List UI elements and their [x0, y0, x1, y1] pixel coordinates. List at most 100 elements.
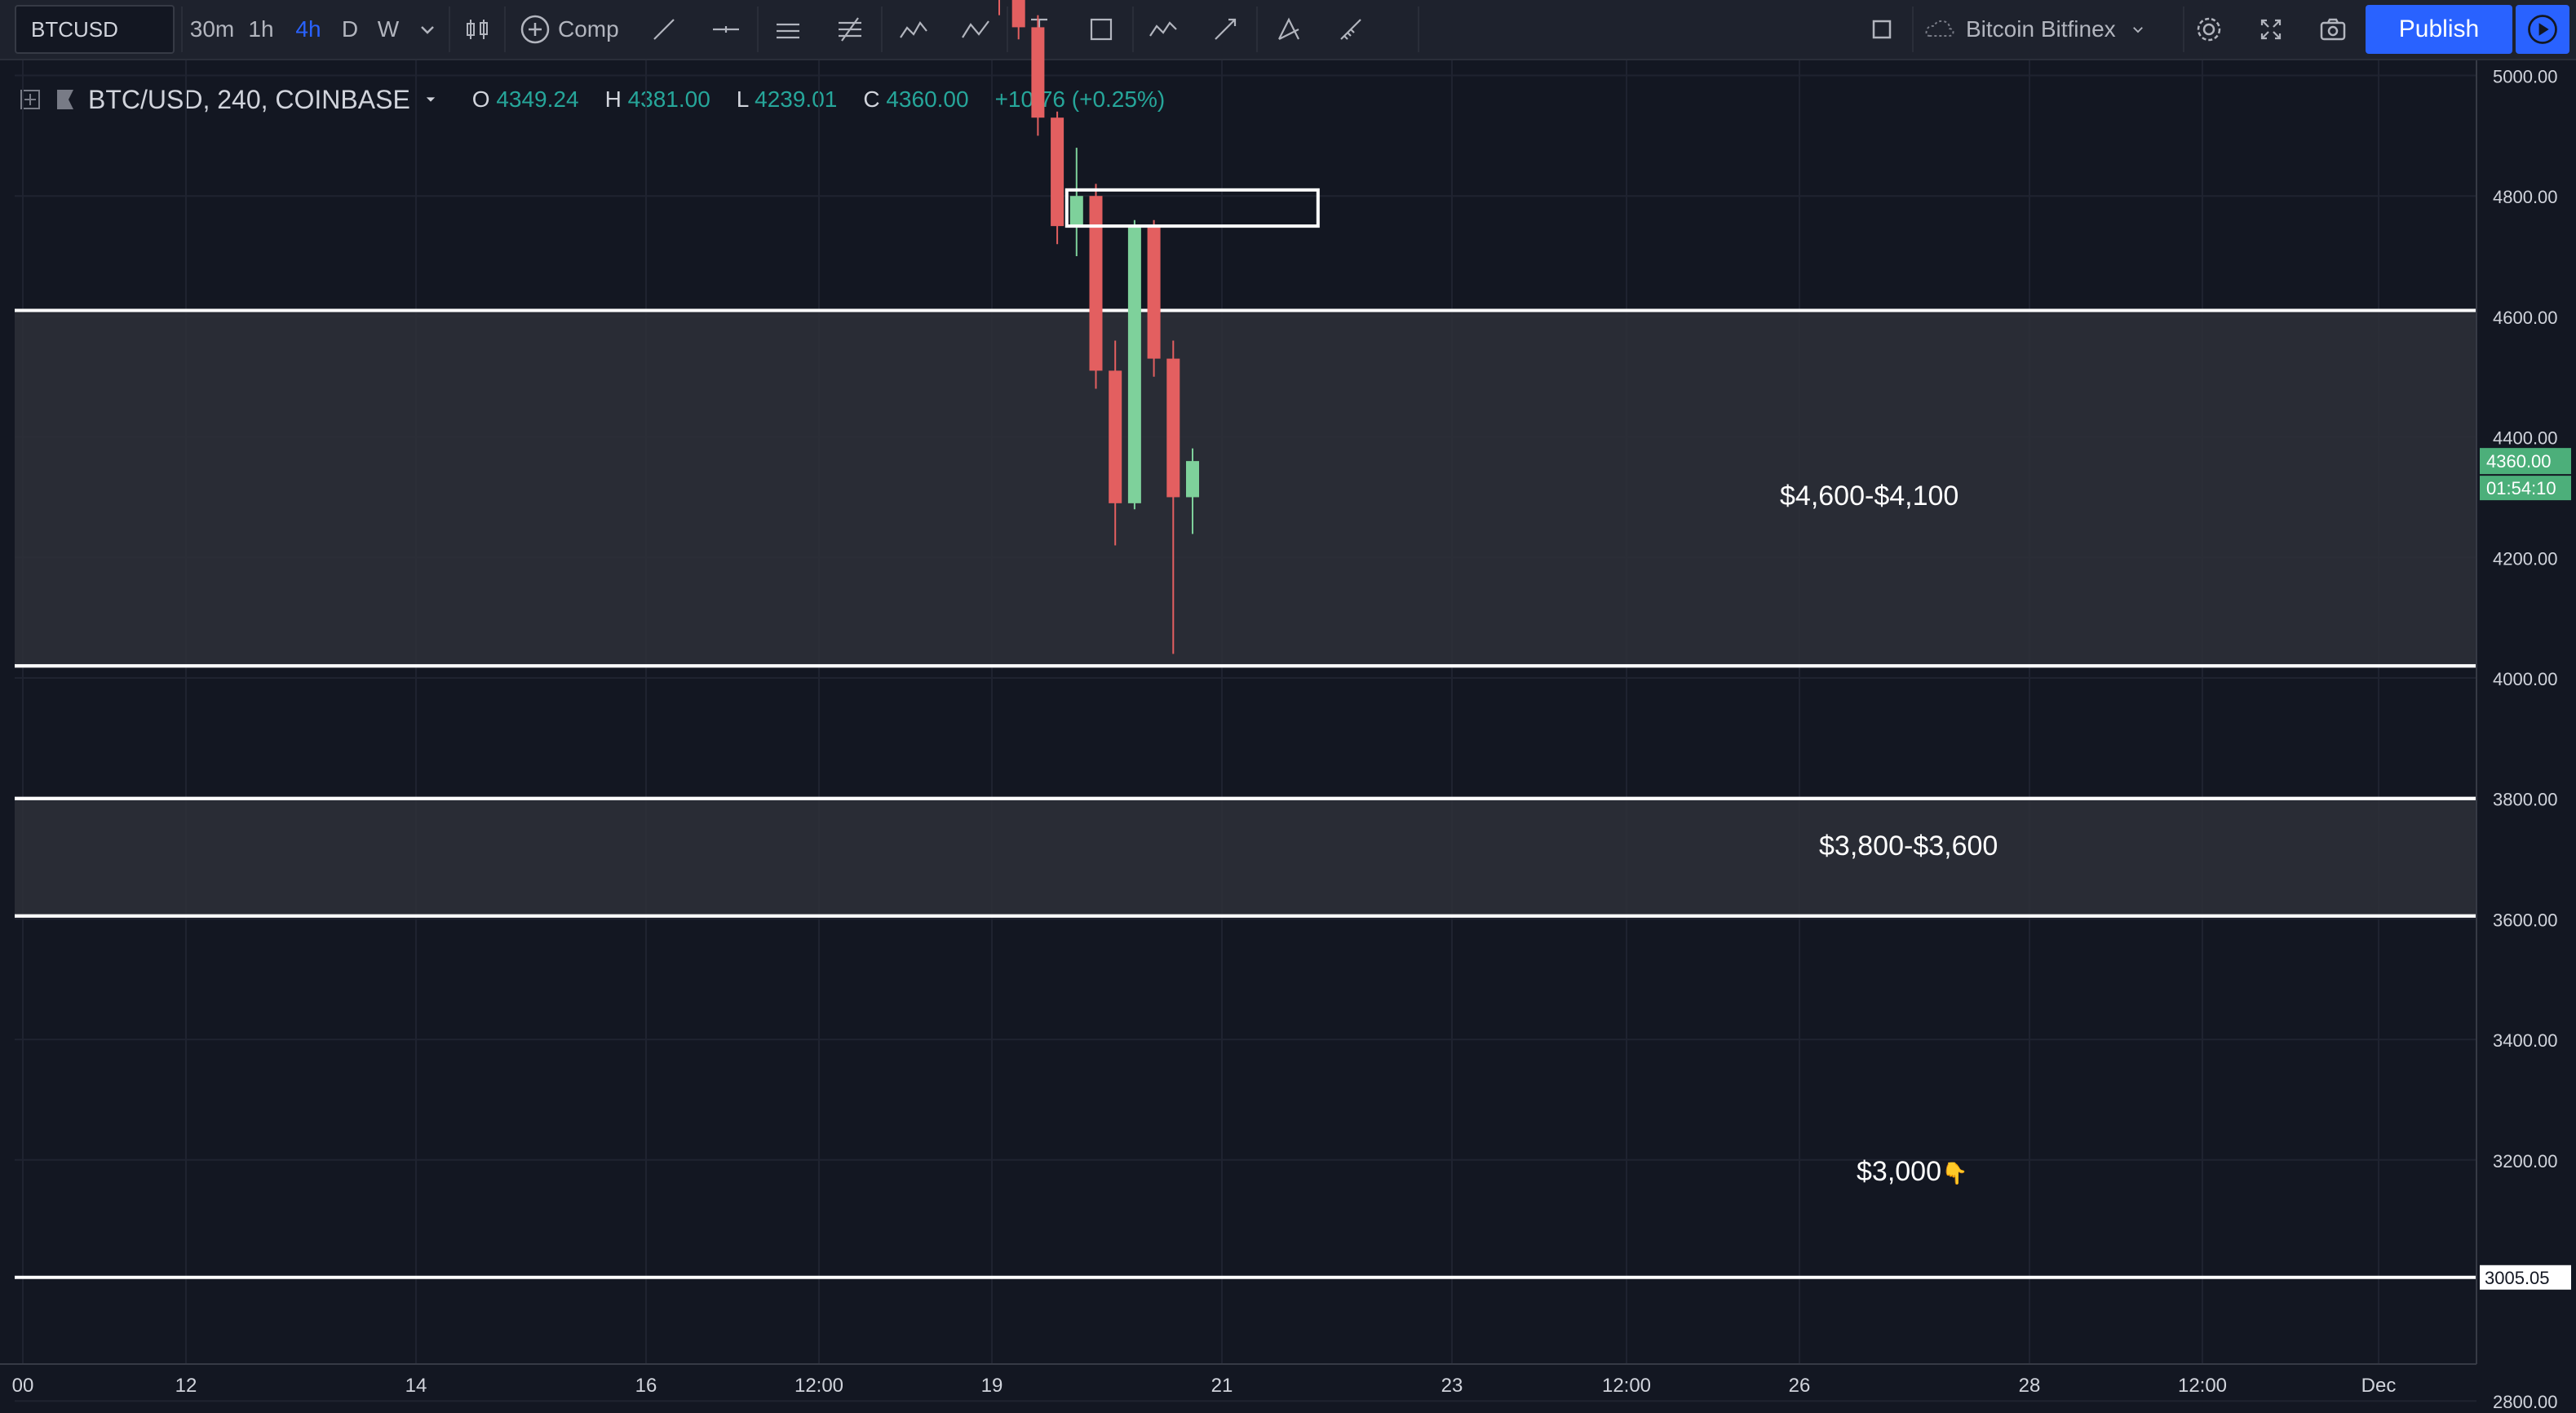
candle	[1069, 148, 1083, 257]
timeframe-d[interactable]: D	[341, 16, 359, 42]
open-label: O	[471, 86, 490, 112]
candle	[998, 0, 1000, 16]
compare-button[interactable]: Comp	[519, 0, 630, 59]
camera-icon[interactable]	[2312, 0, 2354, 59]
toolbar-divider	[1132, 7, 1134, 52]
price-tick-label: 5000.00	[2493, 67, 2558, 87]
time-tick-label: 12:00	[794, 1375, 843, 1397]
candle-body	[1166, 358, 1180, 498]
candle-body	[1127, 226, 1141, 503]
parallel-channel-icon[interactable]	[764, 0, 812, 59]
annotation-label[interactable]: $4,600-$4,100	[1780, 481, 1959, 512]
time-tick-label: 16	[635, 1375, 657, 1397]
top-toolbar: BTCUSD 30m 1h 4h D W Comp Bitcoin Bitfin…	[0, 0, 2576, 60]
candle	[1031, 15, 1045, 136]
toolbar-divider	[504, 7, 506, 52]
toolbar-divider	[1007, 7, 1008, 52]
time-axis: 00 12 14 16 12:00 19 21 23 12:00 26 28 12:00 Dec	[0, 1363, 2476, 1397]
play-icon[interactable]	[2516, 5, 2569, 54]
candle	[1109, 340, 1122, 546]
annotation-text: $4,600-$4,100	[1780, 481, 1959, 512]
candle-style-icon[interactable]	[457, 0, 498, 59]
chevron-down-icon	[2126, 17, 2150, 42]
symbol-search-input[interactable]: BTCUSD	[15, 5, 175, 54]
price-tick-label: 4000.00	[2493, 669, 2558, 689]
exchange-label: Bitcoin Bitfinex	[1966, 16, 2116, 42]
ruler-icon[interactable]	[1326, 0, 1375, 59]
candle	[1186, 448, 1199, 534]
time-tick-label: 21	[1211, 1375, 1233, 1397]
candle	[1089, 184, 1103, 389]
arrow-icon[interactable]	[1201, 0, 1250, 59]
price-tick-label: 4600.00	[2493, 308, 2558, 328]
annotation-label[interactable]: $3,000👇	[1857, 1156, 1967, 1188]
toolbar-divider	[1912, 7, 1914, 52]
chevron-down-icon[interactable]	[420, 89, 441, 110]
annotation-label[interactable]: $3,800-$3,600	[1819, 831, 1998, 862]
toolbar-divider	[881, 7, 883, 52]
candle-body	[1089, 196, 1103, 371]
timeframe-w[interactable]: W	[377, 16, 400, 42]
toolbar-divider	[181, 7, 183, 52]
annotation-text: $3,800-$3,600	[1819, 830, 1998, 862]
price-tick-label: 4800.00	[2493, 187, 2558, 207]
price-tick-label: 3600.00	[2493, 910, 2558, 930]
timeframe-4h[interactable]: 4h	[295, 16, 321, 42]
timeframe-30m[interactable]: 30m	[189, 16, 235, 42]
candle-body	[1011, 0, 1025, 28]
countdown-label: 01:54:10	[2486, 478, 2556, 498]
current-price-tag	[2480, 448, 2571, 475]
low-value: 4239.01	[755, 86, 838, 112]
trend-line-icon[interactable]	[640, 0, 688, 59]
candle-body	[1147, 226, 1161, 359]
flag-icon[interactable]	[57, 90, 73, 109]
rectangle-icon[interactable]	[1077, 0, 1126, 59]
candle-body	[1031, 27, 1045, 118]
toolbar-divider	[1256, 7, 1258, 52]
grid	[15, 60, 2476, 1402]
toolbar-divider	[1418, 7, 1419, 52]
highlight-box	[1064, 188, 1320, 228]
gear-icon[interactable]	[2188, 0, 2230, 59]
high-value: 4381.00	[627, 86, 710, 112]
publish-button[interactable]: Publish	[2366, 5, 2512, 54]
open-value: 4349.24	[496, 86, 579, 112]
line-price-tag-label: 3005.05	[2485, 1268, 2550, 1288]
chevron-down-icon[interactable]	[411, 0, 444, 59]
timeframe-1h[interactable]: 1h	[248, 16, 274, 42]
fullscreen-icon[interactable]	[2250, 0, 2292, 59]
exchange-select[interactable]: Bitcoin Bitfinex	[1922, 0, 2150, 59]
time-tick-label: 28	[2019, 1375, 2041, 1397]
consolidation-box	[1064, 188, 1320, 228]
toolbar-divider	[757, 7, 759, 52]
price-axis-bg	[2476, 60, 2576, 1364]
close-value: 4360.00	[886, 86, 969, 112]
time-tick-label: 14	[405, 1375, 427, 1397]
abcd-pattern-icon[interactable]	[951, 0, 1000, 59]
xabcd-pattern-icon[interactable]	[889, 0, 938, 59]
low-label: L	[736, 86, 749, 112]
candle	[1011, 0, 1025, 40]
high-label: H	[604, 86, 622, 112]
fib-retracement-icon[interactable]	[825, 0, 874, 59]
symbol-title[interactable]: BTC/USD, 240, COINBASE	[88, 84, 410, 114]
square-icon[interactable]	[1861, 0, 1902, 59]
close-label: C	[863, 86, 880, 112]
elliott-wave-icon[interactable]	[1139, 0, 1188, 59]
price-tick-label: 3800.00	[2493, 790, 2558, 810]
expand-icon[interactable]	[18, 87, 42, 112]
toolbar-divider	[2183, 7, 2184, 52]
price-zone	[15, 310, 2476, 667]
change-value: +10.76 (+0.25%)	[994, 86, 1166, 112]
price-tick-label: 3200.00	[2493, 1151, 2558, 1172]
candle-body	[1186, 461, 1199, 498]
candle-body	[1069, 196, 1083, 227]
time-tick-label: Dec	[2361, 1375, 2397, 1397]
time-tick-label: 12:00	[1602, 1375, 1651, 1397]
horizontal-lines	[15, 664, 2476, 1279]
plus-circle-icon	[519, 13, 551, 46]
horizontal-line-icon[interactable]	[702, 0, 750, 59]
current-price-label: 4360.00	[2486, 451, 2552, 472]
gann-fan-icon[interactable]	[1264, 0, 1313, 59]
